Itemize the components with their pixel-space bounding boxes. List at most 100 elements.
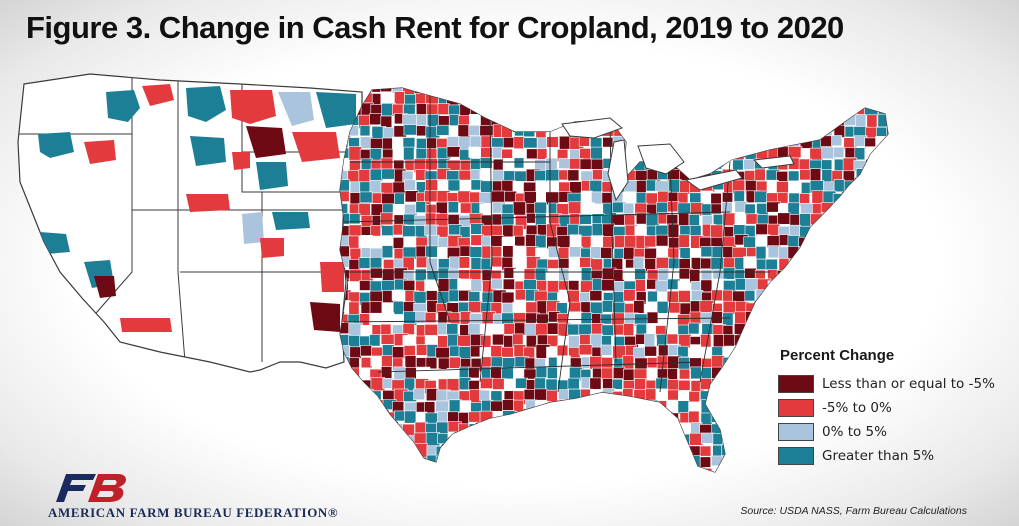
county-cell xyxy=(679,146,691,159)
county-cell xyxy=(877,93,888,109)
county-cell xyxy=(502,432,518,445)
county-cell xyxy=(644,235,657,248)
county-cell xyxy=(492,169,505,182)
county-cell xyxy=(447,179,461,192)
county-cell xyxy=(776,281,790,296)
county-cell xyxy=(513,114,526,129)
county-cell xyxy=(668,455,684,468)
county-cell xyxy=(546,411,561,424)
county-cell xyxy=(633,88,647,95)
county-cell xyxy=(579,158,593,170)
county-cell xyxy=(590,235,604,248)
legend-swatch xyxy=(778,422,814,441)
county-cell xyxy=(723,401,736,415)
county-cell xyxy=(437,433,449,445)
county-cell xyxy=(744,93,756,106)
county-cell xyxy=(534,213,547,227)
county-cell xyxy=(340,379,351,391)
county-cell xyxy=(534,423,547,437)
county-cell xyxy=(425,245,439,258)
county-cell xyxy=(755,104,769,116)
county-cell xyxy=(657,413,672,427)
county-cell xyxy=(391,103,404,115)
county-cell xyxy=(370,355,383,367)
county-cell xyxy=(567,444,579,460)
county-cell xyxy=(602,88,616,95)
county-cell xyxy=(558,423,571,435)
county-cell xyxy=(435,88,450,93)
county-cell xyxy=(611,400,627,412)
county-cell xyxy=(678,356,692,371)
county-cell xyxy=(545,93,557,105)
county-cell xyxy=(689,269,701,284)
county-cell xyxy=(512,201,526,216)
county-cell xyxy=(756,379,769,393)
county-cell xyxy=(381,192,396,205)
county-cell xyxy=(755,366,770,378)
county-cell xyxy=(457,92,471,104)
county-cell xyxy=(393,366,406,381)
county-cell xyxy=(635,422,649,435)
county-cell xyxy=(534,377,546,391)
county-cell xyxy=(756,346,769,359)
county-cell xyxy=(854,202,869,217)
county-cell xyxy=(788,322,800,336)
county-cell xyxy=(556,102,570,117)
county-cell xyxy=(567,169,580,182)
county-cell xyxy=(502,278,515,290)
county-cell xyxy=(755,88,769,96)
county-cell xyxy=(732,88,746,97)
county-cell xyxy=(767,456,779,471)
county-cell xyxy=(866,190,880,203)
county-cell xyxy=(755,125,770,139)
county-cell xyxy=(810,312,826,328)
county-cell xyxy=(340,422,349,435)
county-cell xyxy=(732,159,744,171)
county-cell xyxy=(822,247,837,259)
county-cell xyxy=(809,147,824,161)
county-cell xyxy=(448,88,459,93)
county-cell xyxy=(722,88,737,95)
county-cell xyxy=(756,135,770,150)
county-cell xyxy=(866,114,878,130)
county-cell xyxy=(689,300,702,314)
county-cell xyxy=(579,400,592,412)
county-cell xyxy=(655,180,670,192)
county-cell xyxy=(765,335,778,350)
county-cell xyxy=(480,356,493,369)
county-cell xyxy=(535,412,550,424)
county-cell xyxy=(800,311,814,324)
county-cell xyxy=(546,421,560,433)
county-cell xyxy=(734,357,750,372)
county-cell xyxy=(732,136,744,152)
county-cell xyxy=(402,335,414,347)
county-cell xyxy=(678,290,691,303)
source-note: Source: USDA NASS, Farm Bureau Calculati… xyxy=(740,505,967,517)
county-cell xyxy=(679,247,691,260)
county-cell xyxy=(601,324,615,336)
county-cell xyxy=(721,411,733,425)
county-cell xyxy=(646,115,658,127)
county-cell xyxy=(855,215,870,227)
county-cell xyxy=(865,334,878,349)
county-cell xyxy=(359,88,373,93)
county-cell xyxy=(842,322,855,334)
county-cell xyxy=(656,88,669,93)
county-cell xyxy=(799,278,814,292)
county-cell xyxy=(568,256,582,270)
county-cell xyxy=(490,88,505,94)
county-cell xyxy=(492,103,504,118)
county-cell xyxy=(875,224,887,237)
county-cell xyxy=(733,445,745,458)
county-cell xyxy=(622,114,635,126)
county-cell xyxy=(701,127,715,139)
county-cell xyxy=(734,334,748,349)
county-cell xyxy=(370,423,385,438)
county-cell xyxy=(448,444,462,458)
fb-logo-mark-icon xyxy=(56,474,126,502)
county-cell xyxy=(842,247,856,259)
county-cell xyxy=(358,257,371,269)
county-cell xyxy=(623,88,638,97)
county-cell xyxy=(359,445,372,459)
county-cell xyxy=(622,400,635,412)
